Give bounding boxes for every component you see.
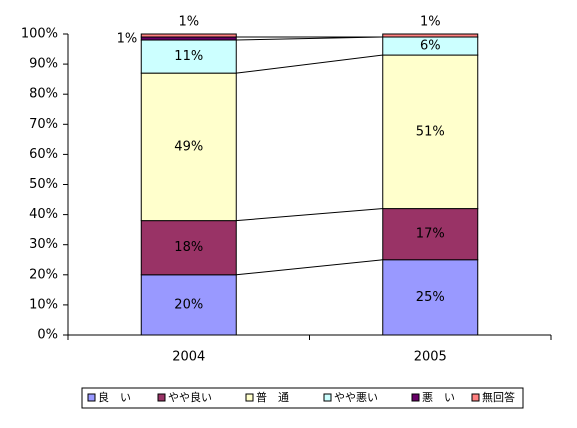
legend-label: 無回答 bbox=[482, 390, 515, 404]
legend-box bbox=[81, 387, 524, 409]
y-tick-label: 20% bbox=[29, 267, 58, 282]
value-label: 11% bbox=[174, 49, 203, 64]
y-tick-label: 80% bbox=[29, 87, 58, 102]
bar-segment bbox=[140, 72, 237, 222]
value-label: 1% bbox=[420, 15, 441, 30]
value-label: 25% bbox=[416, 290, 445, 305]
series-line bbox=[236, 54, 383, 74]
bar-segment bbox=[140, 33, 237, 38]
legend-swatch bbox=[411, 393, 420, 402]
y-tick-label: 0% bbox=[37, 328, 58, 343]
legend-swatch bbox=[87, 393, 96, 402]
value-label: 1% bbox=[117, 32, 138, 47]
series-line bbox=[236, 259, 383, 276]
y-tick-label: 40% bbox=[29, 207, 58, 222]
bar-segment bbox=[382, 33, 479, 38]
y-tick-label: 10% bbox=[29, 297, 58, 312]
bar-segment bbox=[382, 208, 479, 261]
legend-label: やや悪い bbox=[334, 391, 378, 404]
legend-swatch bbox=[323, 393, 332, 402]
legend-label: 良 い bbox=[98, 390, 131, 404]
bar-segment bbox=[382, 54, 479, 210]
y-tick-label: 30% bbox=[29, 237, 58, 252]
value-label: 20% bbox=[174, 297, 203, 312]
value-label: 51% bbox=[416, 124, 445, 139]
x-tick-label: 2004 bbox=[172, 350, 205, 365]
legend-label: 悪 い bbox=[422, 391, 455, 404]
bar-segment bbox=[140, 274, 237, 336]
legend-swatch bbox=[471, 393, 480, 402]
legend-label: 普 通 bbox=[256, 390, 289, 404]
y-tick-label: 100% bbox=[21, 27, 58, 42]
value-label: 6% bbox=[420, 39, 441, 54]
x-tick-label: 2005 bbox=[414, 350, 447, 365]
bar-segment bbox=[140, 39, 237, 74]
value-label: 18% bbox=[174, 240, 203, 255]
series-line bbox=[236, 36, 383, 41]
y-tick-label: 70% bbox=[29, 117, 58, 132]
y-tick-label: 90% bbox=[29, 57, 58, 72]
y-tick-label: 60% bbox=[29, 147, 58, 162]
bar-segment bbox=[140, 220, 237, 276]
series-line bbox=[236, 208, 383, 222]
legend-swatch bbox=[157, 393, 166, 402]
value-label: 1% bbox=[178, 15, 199, 30]
y-tick-label: 50% bbox=[29, 177, 58, 192]
value-label: 17% bbox=[416, 227, 445, 242]
legend-swatch bbox=[245, 393, 254, 402]
legend-label: やや良い bbox=[168, 390, 212, 404]
value-label: 49% bbox=[174, 139, 203, 154]
